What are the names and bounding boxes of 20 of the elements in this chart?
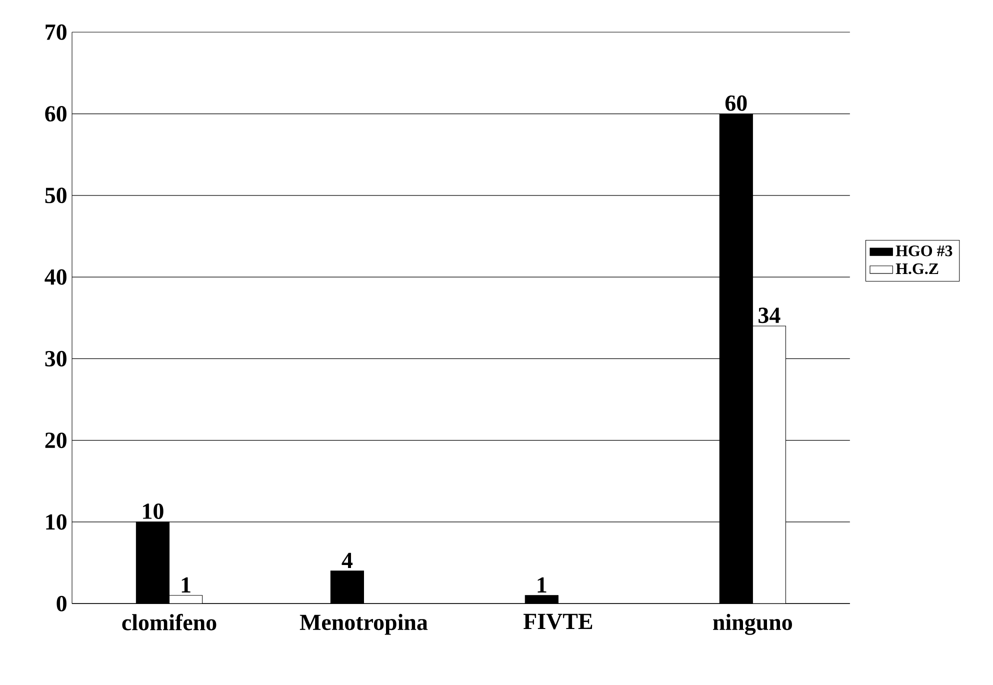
data-label: 1	[182, 577, 190, 592]
x-tick-label: FIVTE	[524, 614, 592, 630]
legend-label: HGO #3	[896, 245, 952, 256]
data-label: 10	[143, 503, 164, 519]
x-tick-label: Menotropina	[300, 614, 428, 635]
x-tick-label: clomifeno	[122, 614, 216, 630]
y-tick-label: 40	[44, 269, 66, 285]
x-tick-label: ninguno	[713, 614, 792, 635]
y-tick-label: 30	[45, 350, 66, 366]
y-tick-label: 0	[56, 596, 66, 612]
y-tick-label: 50	[45, 188, 66, 204]
data-label: 34	[758, 308, 780, 324]
data-label: 1	[538, 577, 546, 592]
y-tick-label: 60	[45, 106, 66, 122]
legend-label: H.G.Z	[896, 263, 938, 274]
y-tick-label: 20	[45, 432, 66, 448]
y-tick-label: 10	[46, 514, 66, 530]
data-label: 60	[725, 95, 747, 111]
y-tick-label: 70	[46, 24, 66, 40]
data-label: 4	[342, 552, 353, 568]
